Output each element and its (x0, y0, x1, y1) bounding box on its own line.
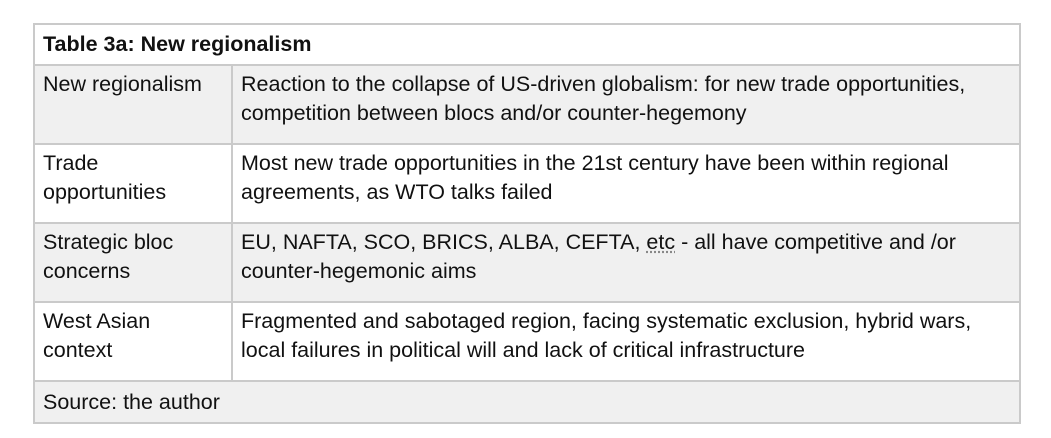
table-row: Trade opportunities Most new trade oppor… (33, 143, 1021, 224)
row-text: Most new trade opportunities in the 21st… (231, 143, 1021, 224)
source-row: Source: the author (33, 380, 1021, 424)
row-label: Strategic bloc concerns (33, 222, 233, 303)
source-note: Source: the author (33, 380, 1021, 424)
table-title: Table 3a: New regionalism (33, 23, 1021, 66)
table-row: New regionalism Reaction to the collapse… (33, 64, 1021, 145)
row-label: Trade opportunities (33, 143, 233, 224)
table-row: Strategic bloc concerns EU, NAFTA, SCO, … (33, 222, 1021, 303)
row-text-part: EU, NAFTA, SCO, BRICS, ALBA, CEFTA, (241, 230, 647, 254)
row-text: EU, NAFTA, SCO, BRICS, ALBA, CEFTA, etc … (231, 222, 1021, 303)
row-text: Reaction to the collapse of US-driven gl… (231, 64, 1021, 145)
underlined-etc: etc (646, 230, 676, 254)
table-title-row: Table 3a: New regionalism (33, 23, 1021, 66)
row-label: New regionalism (33, 64, 233, 145)
regionalism-table: Table 3a: New regionalism New regionalis… (33, 23, 1021, 424)
row-label: West Asian context (33, 301, 233, 382)
row-text-part: - all have competitive and /or counter-h… (241, 230, 956, 283)
row-text: Fragmented and sabotaged region, facing … (231, 301, 1021, 382)
table-row: West Asian context Fragmented and sabota… (33, 301, 1021, 382)
